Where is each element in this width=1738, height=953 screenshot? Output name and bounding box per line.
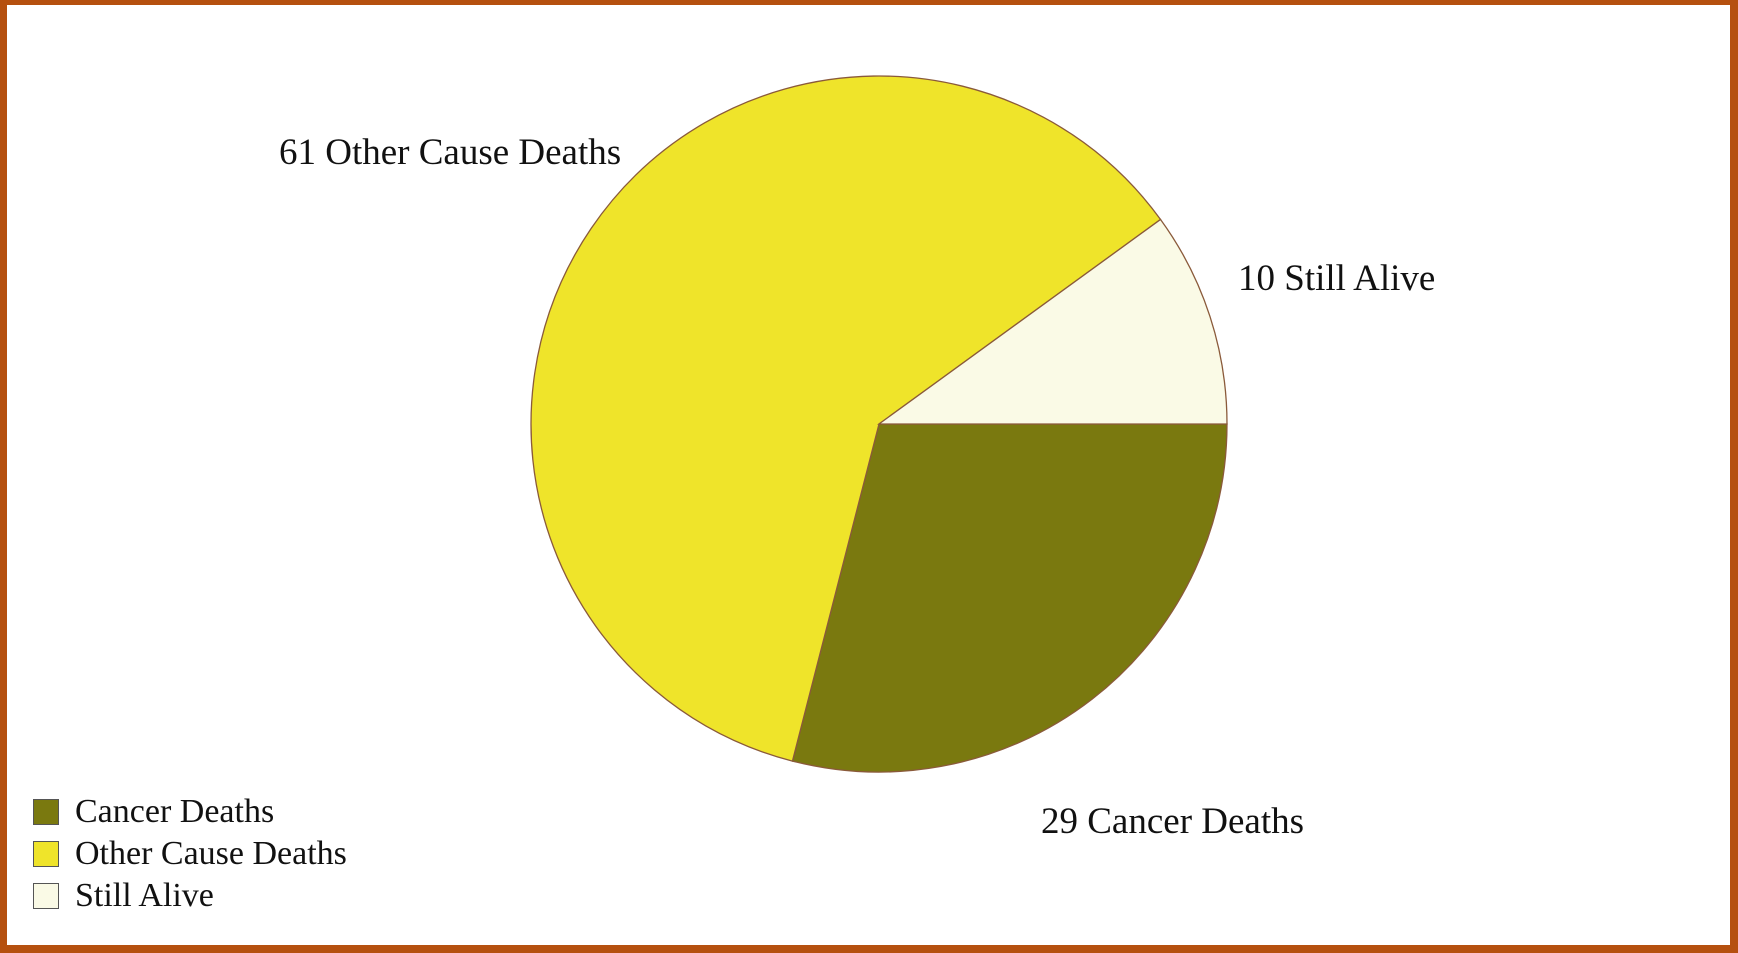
pie-slice-other-cause-deaths: [530, 75, 1162, 762]
legend-swatch-cancer-deaths: [33, 799, 59, 825]
pie-slice-cancer-deaths: [791, 423, 1228, 773]
legend-label-still-alive: Still Alive: [75, 877, 214, 914]
slice-label-cancer-deaths: 29 Cancer Deaths: [1041, 801, 1304, 842]
pie-chart: 29 Cancer Deaths 61 Other Cause Deaths 10 …: [279, 75, 1435, 842]
slice-label-still-alive: 10 Still Alive: [1238, 258, 1435, 299]
pie-slice-still-alive: [876, 218, 1228, 425]
legend: Cancer Deaths Other Cause Deaths Still A…: [33, 791, 347, 917]
legend-label-cancer-deaths: Cancer Deaths: [75, 793, 275, 830]
legend-item-still-alive: Still Alive: [33, 875, 347, 917]
legend-swatch-still-alive: [33, 883, 59, 909]
legend-item-cancer-deaths: Cancer Deaths: [33, 791, 347, 833]
legend-swatch-other-cause-deaths: [33, 841, 59, 867]
slice-label-other-cause-deaths: 61 Other Cause Deaths: [279, 132, 621, 173]
legend-item-other-cause-deaths: Other Cause Deaths: [33, 833, 347, 875]
chart-frame: 29 Cancer Deaths 61 Other Cause Deaths 10 …: [7, 5, 1730, 945]
legend-label-other-cause-deaths: Other Cause Deaths: [75, 835, 347, 872]
